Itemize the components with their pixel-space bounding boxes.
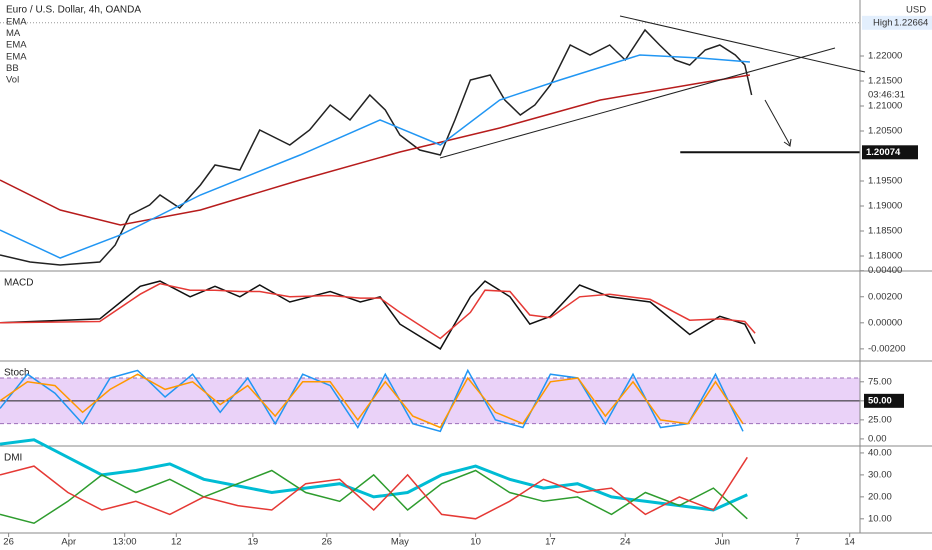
series-line [0,28,753,266]
x-tick-label: Jun [715,537,730,548]
annotations [439,15,866,159]
x-tick-label: 12 [171,537,182,548]
series-line [0,282,756,340]
x-tick-label: 14 [844,537,855,548]
y-tick-label: 40.00 [868,447,892,458]
y-tick-label: 1.20500 [868,126,902,137]
indicator-label: Vol [6,75,19,86]
y-tick-label: 1.21000 [868,101,902,112]
x-tick-label: May [391,537,409,548]
y-tick-label: 25.00 [868,414,892,425]
trend-line [619,15,866,73]
high-tag [862,15,932,30]
y-tick-label: -0.00200 [868,343,906,354]
indicator-label: EMA [6,40,27,51]
indicator-label: BB [6,63,19,74]
high-label: 1.22664 [894,17,928,28]
currency: USD [906,5,926,16]
y-tick-label: 1.18000 [868,251,902,262]
pane-title: DMI [4,453,22,464]
indicator-label: EMA [6,51,27,62]
y-tick-label: 20.00 [868,491,892,502]
arrow [764,99,791,146]
y-tick-label: 1.21500 [868,76,902,87]
y-tick-label: 1.22000 [868,51,902,62]
chart-title: Euro / U.S. Dollar, 4h, OANDA [6,5,141,16]
indicator-label: MA [6,28,21,39]
series-line [0,373,744,429]
series-line [0,456,748,520]
y-tick-label: 10.00 [868,513,892,524]
x-tick-label: 10 [470,537,481,548]
indicator-label: EMA [6,17,27,28]
arrow-head [783,138,792,147]
x-tick-label: 17 [545,537,556,548]
x-tick-label: 26 [322,537,333,548]
x-tick-label: 24 [620,537,631,548]
x-tick-label: Apr [61,537,76,548]
y-tick-label: 1.18500 [868,226,902,237]
y-tick-label: 1.19500 [868,176,902,187]
series-line [0,74,751,226]
y-tick-tag [864,393,904,408]
countdown: 03:46:31 [868,90,905,101]
x-tick-label: 7 [795,537,800,548]
pane-title: Stoch [4,368,30,379]
y-tick-label: 30.00 [868,469,892,480]
y-tick-label: 0.00000 [868,317,902,328]
series-line [0,280,756,350]
series-line [0,438,748,512]
y-tick-label: 0.00 [868,433,887,444]
trend-line [439,47,836,159]
y-tick-label: 0.00400 [868,265,902,276]
y-tick-label: 0.00200 [868,291,902,302]
x-tick-label: 19 [248,537,259,548]
y-tick-label: 50.00 [868,395,892,406]
pane-title: MACD [4,278,33,289]
high-title: High [873,17,893,28]
y-tick-label: 75.00 [868,376,892,387]
level-tag [862,145,918,160]
level-label: 1.20074 [866,147,901,158]
x-tick-label: 13:00 [113,537,137,548]
series-line [0,54,750,259]
x-tick-label: 26 [3,537,14,548]
y-tick-label: 1.19000 [868,201,902,212]
series-line [0,469,748,525]
